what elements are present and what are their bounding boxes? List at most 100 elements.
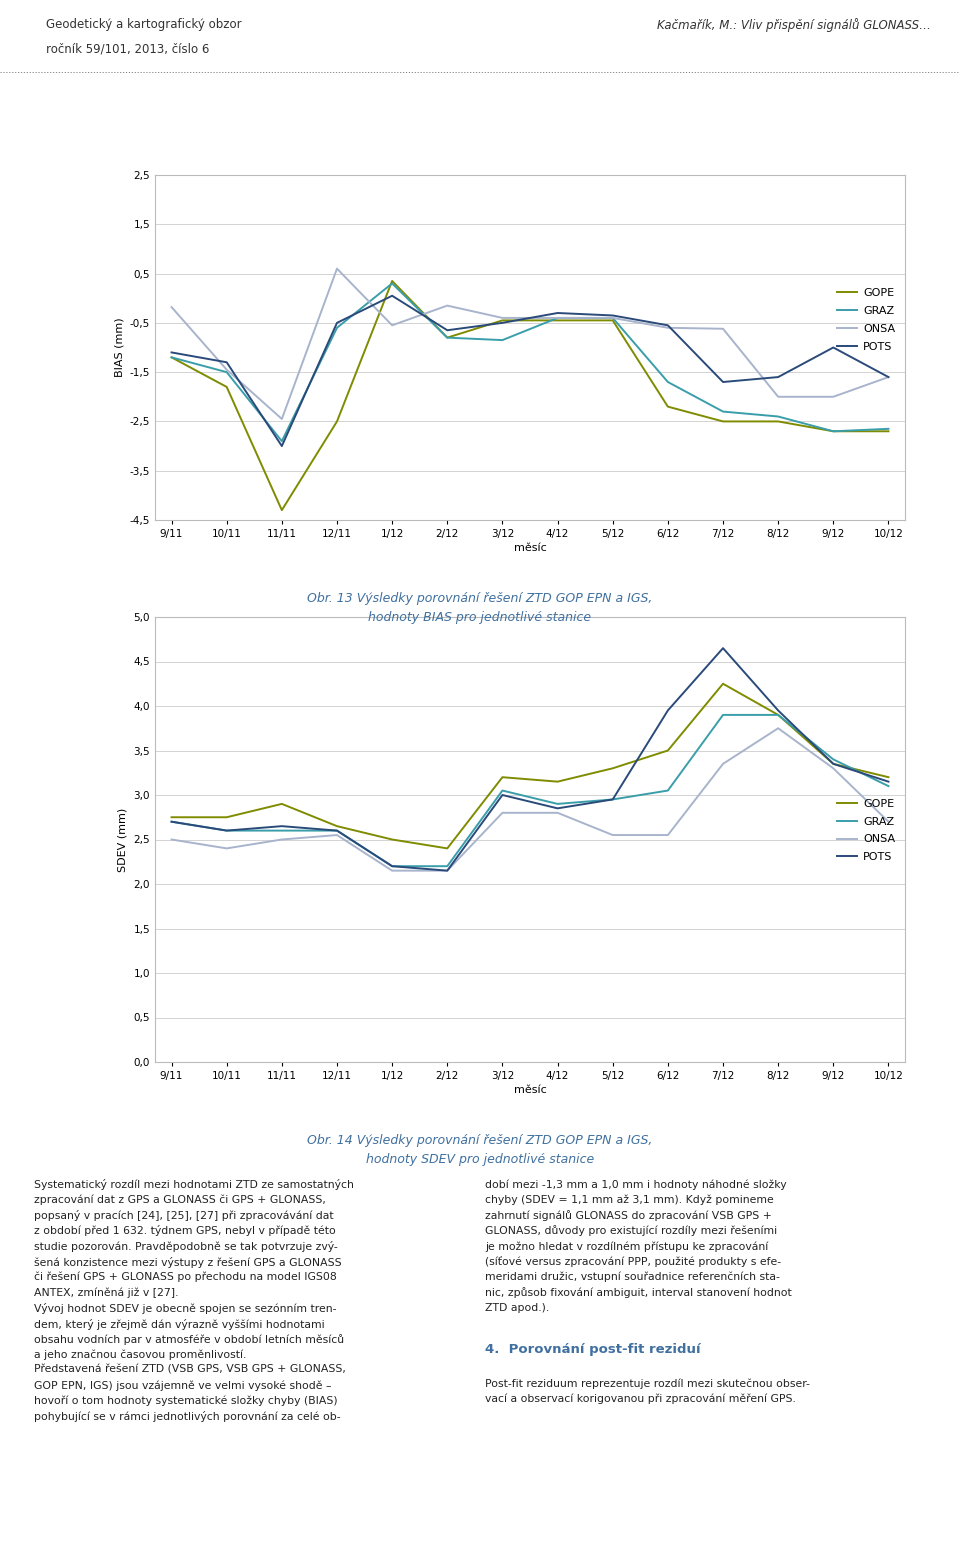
POTS	[442, 861, 453, 880]
ONSA	[882, 813, 894, 832]
GRAZ	[221, 821, 232, 839]
ONSA	[386, 861, 397, 880]
Text: a jeho značnou časovou proměnlivostí.: a jeho značnou časovou proměnlivostí.	[34, 1350, 246, 1360]
GRAZ	[442, 856, 453, 875]
Text: zahrnutí signálů GLONASS do zpracování VSB GPS +: zahrnutí signálů GLONASS do zpracování V…	[485, 1211, 772, 1221]
GOPE	[496, 311, 508, 329]
Text: Představená řešení ZTD (VSB GPS, VSB GPS + GLONASS,: Představená řešení ZTD (VSB GPS, VSB GPS…	[34, 1365, 346, 1374]
POTS	[331, 314, 343, 332]
ONSA	[331, 260, 343, 278]
GOPE	[276, 501, 288, 519]
Text: Vývoj hodnot SDEV je obecně spojen se sezónním tren-: Vývoj hodnot SDEV je obecně spojen se se…	[34, 1303, 336, 1314]
GOPE	[717, 674, 729, 693]
GRAZ	[828, 750, 839, 768]
ONSA	[552, 804, 564, 822]
GRAZ	[552, 795, 564, 813]
GOPE	[882, 422, 894, 441]
Line: GOPE: GOPE	[172, 683, 888, 849]
Text: vací a observací korigovanou při zpracování měření GPS.: vací a observací korigovanou při zpracov…	[485, 1394, 796, 1404]
ONSA	[717, 320, 729, 339]
GRAZ	[276, 431, 288, 450]
GOPE	[221, 377, 232, 396]
Text: GLONASS, důvody pro existující rozdíly mezi řešeními: GLONASS, důvody pro existující rozdíly m…	[485, 1226, 777, 1237]
ONSA	[773, 388, 784, 407]
Legend: GOPE, GRAZ, ONSA, POTS: GOPE, GRAZ, ONSA, POTS	[833, 284, 900, 356]
Text: Systematický rozdíl mezi hodnotami ZTD ze samostatných: Systematický rozdíl mezi hodnotami ZTD z…	[34, 1180, 353, 1190]
POTS	[221, 352, 232, 371]
GRAZ	[221, 363, 232, 382]
ONSA	[607, 309, 618, 328]
Line: ONSA: ONSA	[172, 269, 888, 419]
Text: Kačmařík, M.: Vliv přispění signálů GLONASS…: Kačmařík, M.: Vliv přispění signálů GLON…	[658, 19, 931, 32]
GOPE	[828, 422, 839, 441]
ONSA	[221, 360, 232, 379]
Text: 118: 118	[0, 39, 31, 57]
GRAZ	[386, 274, 397, 292]
ONSA	[882, 368, 894, 386]
ONSA	[166, 830, 178, 849]
ONSA	[276, 410, 288, 428]
GRAZ	[166, 813, 178, 832]
Line: GRAZ: GRAZ	[172, 714, 888, 866]
Text: popsaný v pracích [24], [25], [27] při zpracovávání dat: popsaný v pracích [24], [25], [27] při z…	[34, 1211, 333, 1221]
GRAZ	[331, 821, 343, 839]
POTS	[276, 816, 288, 835]
X-axis label: měsíc: měsíc	[514, 543, 546, 553]
Text: meridami družic, vstupní souřadnice referenčních sta-: meridami družic, vstupní souřadnice refe…	[485, 1272, 780, 1283]
Text: zpracování dat z GPS a GLONASS či GPS + GLONASS,: zpracování dat z GPS a GLONASS či GPS + …	[34, 1195, 325, 1204]
POTS	[607, 306, 618, 325]
GOPE	[662, 397, 674, 416]
GRAZ	[442, 328, 453, 346]
ONSA	[331, 826, 343, 844]
GRAZ	[607, 309, 618, 328]
GRAZ	[773, 407, 784, 425]
Text: šená konzistence mezi výstupy z řešení GPS a GLONASS: šená konzistence mezi výstupy z řešení G…	[34, 1257, 341, 1268]
GRAZ	[331, 318, 343, 337]
Line: GOPE: GOPE	[172, 281, 888, 510]
GRAZ	[882, 776, 894, 795]
POTS	[496, 314, 508, 332]
GOPE	[386, 272, 397, 291]
GOPE	[552, 773, 564, 792]
ONSA	[662, 318, 674, 337]
GOPE	[773, 705, 784, 724]
GRAZ	[607, 790, 618, 809]
Text: chyby (SDEV = 1,1 mm až 3,1 mm). Když pomineme: chyby (SDEV = 1,1 mm až 3,1 mm). Když po…	[485, 1195, 774, 1204]
GOPE	[607, 311, 618, 329]
GOPE	[331, 816, 343, 835]
GRAZ	[166, 348, 178, 366]
Text: je možno hledat v rozdílném přístupu ke zpracování: je možno hledat v rozdílném přístupu ke …	[485, 1241, 768, 1252]
GOPE	[442, 839, 453, 858]
GOPE	[496, 768, 508, 787]
Text: (síťové versus zpracování PPP, použité produkty s efe-: (síťové versus zpracování PPP, použité p…	[485, 1257, 780, 1268]
GOPE	[882, 768, 894, 787]
Y-axis label: BIAS (mm): BIAS (mm)	[114, 317, 124, 377]
POTS	[607, 790, 618, 809]
GRAZ	[773, 705, 784, 724]
GRAZ	[276, 821, 288, 839]
Line: ONSA: ONSA	[172, 728, 888, 870]
ONSA	[773, 719, 784, 737]
ONSA	[496, 804, 508, 822]
POTS	[166, 813, 178, 832]
GOPE	[717, 413, 729, 431]
GRAZ	[828, 422, 839, 441]
ONSA	[552, 309, 564, 328]
ONSA	[662, 826, 674, 844]
ONSA	[442, 297, 453, 315]
GRAZ	[717, 402, 729, 421]
POTS	[331, 821, 343, 839]
Text: GOP EPN, IGS) jsou vzájemně ve velmi vysoké shodě –: GOP EPN, IGS) jsou vzájemně ve velmi vys…	[34, 1381, 331, 1391]
Text: dem, který je zřejmě dán výrazně vyššími hodnotami: dem, který je zřejmě dán výrazně vyššími…	[34, 1319, 324, 1330]
POTS	[828, 754, 839, 773]
ONSA	[221, 839, 232, 858]
GRAZ	[496, 781, 508, 799]
POTS	[221, 821, 232, 839]
Text: 4.  Porovnání post-fit reziduí: 4. Porovnání post-fit reziduí	[485, 1343, 701, 1356]
GOPE	[386, 830, 397, 849]
GOPE	[166, 348, 178, 366]
POTS	[276, 438, 288, 456]
GRAZ	[717, 705, 729, 724]
Text: Obr. 13 Výsledky porovnání řešení ZTD GOP EPN a IGS,
hodnoty BIAS pro jednotlivé: Obr. 13 Výsledky porovnání řešení ZTD GO…	[307, 592, 653, 625]
Text: ZTD apod.).: ZTD apod.).	[485, 1303, 549, 1313]
